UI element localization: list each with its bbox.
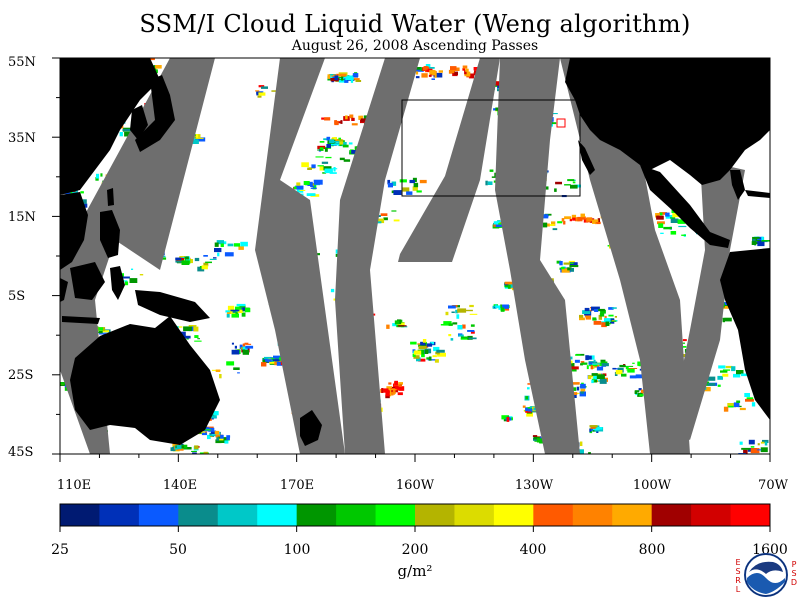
swath-gap — [495, 58, 580, 454]
land-cuba — [745, 190, 770, 198]
colorbar-tick-label: 25 — [51, 542, 69, 558]
map-title: SSM/I Cloud Liquid Water (Weng algorithm… — [139, 10, 691, 38]
colorbar-tick-label: 400 — [519, 542, 547, 558]
noaa-emblem-icon — [744, 553, 788, 597]
swath-gap — [335, 58, 420, 454]
lon-label-70w: 70W — [758, 478, 788, 493]
location-marker — [556, 118, 566, 128]
logo-letter: S — [735, 567, 741, 576]
land-north-america — [565, 58, 770, 185]
lat-label-25s: 25S — [8, 368, 34, 383]
land-korea — [130, 105, 148, 140]
land-java — [62, 316, 100, 324]
land-masses — [60, 58, 770, 446]
swath-gap — [398, 58, 500, 262]
colorbar-tick-label: 800 — [638, 542, 666, 558]
highlight-region-box — [401, 99, 581, 197]
lon-label-100w: 100W — [632, 478, 672, 493]
noaa-logo: E S R L P S D — [734, 552, 798, 598]
logo-letter: S — [791, 569, 797, 578]
lat-label-5s: 5S — [8, 289, 26, 304]
colorbar-tick-label: 100 — [283, 542, 311, 558]
logo-letter: R — [735, 576, 741, 585]
logo-letter: D — [790, 578, 798, 587]
lon-label-170e: 170E — [279, 478, 315, 493]
lat-label-15n: 15N — [8, 210, 36, 225]
land-australia — [70, 316, 220, 445]
logo-letter: P — [791, 560, 797, 569]
map-tick-marks — [52, 57, 771, 462]
swath-gap — [255, 58, 345, 454]
land-new-guinea — [135, 290, 210, 322]
lat-label-45s: 45S — [8, 445, 34, 460]
colorbar-tick-label: 50 — [169, 542, 187, 558]
lon-label-110e: 110E — [56, 478, 92, 493]
land-sulawesi — [110, 266, 125, 300]
land-florida — [730, 170, 745, 200]
land-asia — [60, 58, 160, 195]
land-borneo — [70, 262, 105, 300]
lon-label-160w: 160W — [395, 478, 435, 493]
land-new-zealand — [300, 410, 322, 446]
logo-letter: L — [735, 585, 741, 594]
colorbar-unit-label: g/m² — [397, 562, 433, 580]
colorbar-tick-label: 200 — [401, 542, 429, 558]
land-philippines — [100, 210, 120, 258]
land-japan — [135, 75, 175, 152]
land-central-america — [640, 165, 730, 248]
lon-label-130w: 130W — [514, 478, 554, 493]
lat-label-55n: 55N — [8, 55, 36, 70]
land-taiwan — [107, 188, 114, 206]
logo-letter: E — [735, 558, 741, 567]
land-sumatra — [60, 278, 68, 302]
lon-label-140e: 140E — [162, 478, 198, 493]
swath-gap — [560, 58, 690, 454]
land-south-america — [720, 248, 770, 420]
lat-label-35n: 35N — [8, 131, 36, 146]
land-indochina — [60, 192, 88, 270]
land-baja-california — [578, 140, 595, 175]
swath-gap — [670, 160, 745, 440]
map-subtitle: August 26, 2008 Ascending Passes — [291, 38, 539, 54]
